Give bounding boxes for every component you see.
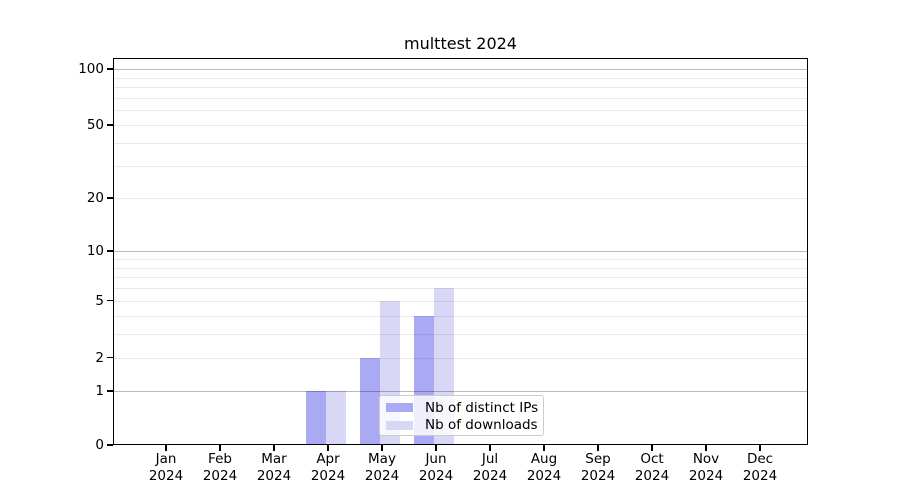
y-tick-label: 10 — [86, 243, 104, 260]
x-tick-mark — [273, 445, 275, 451]
y-tick-mark — [107, 124, 113, 126]
legend-label-distinct-ips: Nb of distinct IPs — [425, 399, 539, 416]
y-tick-label: 1 — [95, 383, 104, 399]
x-tick-mark — [759, 445, 761, 451]
y-tick-mark — [107, 197, 113, 199]
x-tick-mark — [327, 445, 329, 451]
x-tick-label: Aug 2024 — [526, 451, 562, 484]
x-tick-label: Jun 2024 — [418, 451, 454, 484]
gridline-minor — [113, 110, 808, 112]
gridline-major — [113, 251, 808, 253]
legend-swatch-distinct-ips — [386, 403, 413, 413]
x-tick-mark — [381, 445, 383, 451]
gridline-minor — [113, 143, 808, 145]
x-tick-mark — [705, 445, 707, 451]
y-tick-label: 50 — [86, 117, 104, 134]
gridline-minor — [113, 258, 808, 260]
gridline-minor — [113, 277, 808, 279]
x-tick-mark — [597, 445, 599, 451]
plot-area — [113, 58, 808, 445]
y-tick-mark — [107, 68, 113, 70]
gridline-minor — [113, 77, 808, 79]
gridline-minor — [113, 87, 808, 89]
bar-downloads — [326, 391, 346, 445]
gridline-minor — [113, 165, 808, 167]
x-tick-mark — [219, 445, 221, 451]
x-tick-mark — [543, 445, 545, 451]
x-tick-mark — [165, 445, 167, 451]
gridline-minor — [113, 125, 808, 127]
gridline-minor — [113, 300, 808, 302]
y-tick-mark — [107, 300, 113, 302]
gridline-minor — [113, 267, 808, 269]
gridline-minor — [113, 357, 808, 359]
gridline-major — [113, 391, 808, 392]
y-tick-label: 20 — [86, 189, 104, 206]
gridline-minor — [113, 97, 808, 99]
x-tick-label: Jan 2024 — [148, 451, 184, 484]
grid-layer — [113, 58, 808, 445]
x-tick-mark — [435, 445, 437, 451]
legend-swatch-downloads — [386, 420, 413, 430]
bar-distinct-ips — [306, 391, 326, 445]
x-tick-label: May 2024 — [364, 451, 400, 484]
x-tick-label: Dec 2024 — [742, 451, 778, 484]
legend: Nb of distinct IPs Nb of downloads — [379, 395, 544, 436]
x-tick-label: Nov 2024 — [688, 451, 724, 484]
gridline-minor — [113, 334, 808, 336]
y-tick-label: 100 — [78, 61, 104, 77]
x-tick-label: Sep 2024 — [580, 451, 616, 484]
x-tick-label: Jul 2024 — [472, 451, 508, 484]
y-tick-label: 0 — [95, 437, 104, 453]
x-tick-mark — [651, 445, 653, 451]
x-tick-mark — [489, 445, 491, 451]
x-tick-label: Feb 2024 — [202, 451, 238, 484]
gridline-minor — [113, 288, 808, 290]
gridline-minor — [113, 315, 808, 317]
y-tick-label: 5 — [95, 292, 104, 309]
y-tick-mark — [107, 357, 113, 359]
legend-item-downloads: Nb of downloads — [386, 417, 543, 435]
gridline-major — [113, 69, 808, 70]
x-tick-label: Mar 2024 — [256, 451, 292, 484]
gridline-minor — [113, 197, 808, 199]
y-tick-mark — [107, 390, 113, 392]
legend-item-distinct-ips: Nb of distinct IPs — [386, 399, 543, 417]
legend-label-downloads: Nb of downloads — [425, 417, 538, 434]
chart-title: multtest 2024 — [404, 34, 517, 53]
bar-distinct-ips — [360, 357, 380, 445]
y-tick-mark — [107, 444, 113, 446]
y-tick-label: 2 — [95, 349, 104, 366]
x-tick-label: Apr 2024 — [310, 451, 346, 484]
x-tick-label: Oct 2024 — [634, 451, 670, 484]
y-tick-mark — [107, 250, 113, 252]
